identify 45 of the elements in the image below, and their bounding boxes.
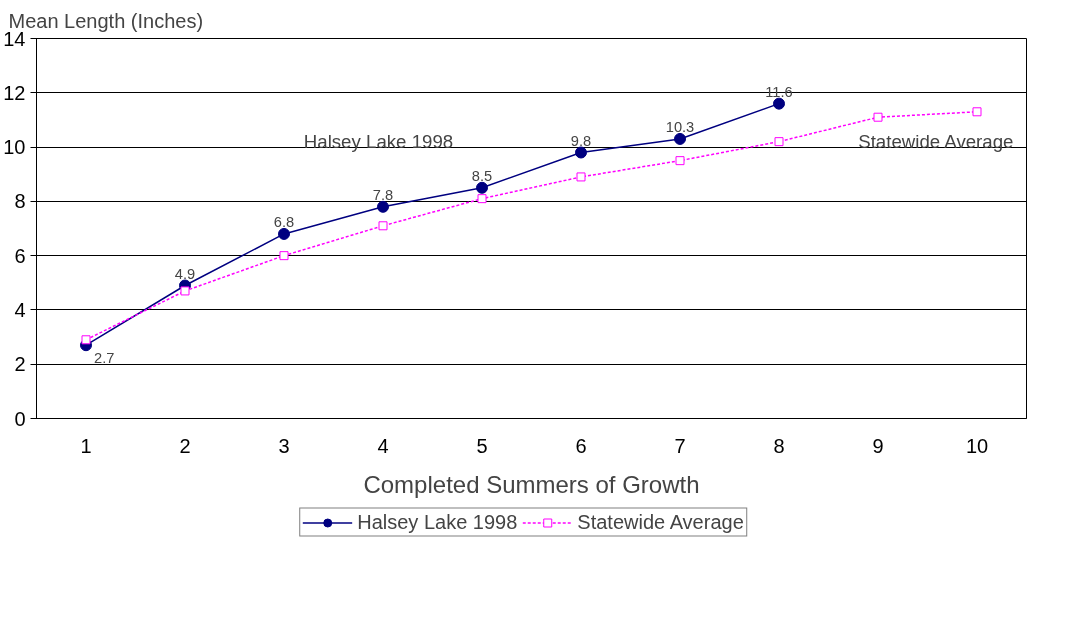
y-tick-label: 0	[14, 407, 26, 430]
point	[377, 200, 389, 213]
y-tick-label: 8	[14, 190, 26, 213]
x-tick-label: 7	[674, 434, 686, 457]
point	[279, 251, 289, 261]
x-tick-label: 4	[377, 434, 389, 457]
legend-label: Halsey Lake 1998	[357, 510, 518, 534]
y-tick-label: 10	[3, 136, 26, 159]
point	[278, 227, 290, 240]
point	[774, 137, 784, 147]
y-tick-label: 4	[14, 298, 26, 321]
data-label: 2.7	[94, 350, 115, 367]
data-label: 7.8	[372, 186, 394, 203]
y-tick-label: 6	[14, 244, 26, 267]
x-tick-label: 2	[179, 434, 191, 457]
data-label: 6.8	[273, 213, 295, 230]
x-tick-label: 9	[872, 434, 884, 457]
x-tick-label: 8	[773, 434, 785, 457]
point	[81, 335, 91, 345]
x-tick-label: 6	[575, 434, 587, 457]
text: Halsey Lake 1998	[303, 130, 454, 152]
text: Statewide Average	[858, 130, 1014, 152]
point	[575, 146, 587, 159]
data-label: 8.5	[471, 167, 493, 184]
point	[675, 156, 685, 166]
point	[476, 181, 488, 194]
point	[972, 107, 982, 117]
x-tick-label: 1	[80, 434, 92, 457]
x-axis-title: Completed Summers of Growth	[363, 470, 700, 498]
legend-label: Statewide Average	[577, 510, 744, 534]
data-label: 10.3	[665, 118, 695, 135]
x-tick-label: 3	[278, 434, 290, 457]
y-tick-label: 12	[3, 81, 26, 104]
x-tick-label: 10	[965, 434, 989, 457]
point	[773, 97, 785, 110]
y-tick-label: 2	[14, 353, 26, 376]
point	[576, 172, 586, 182]
point	[378, 221, 388, 231]
point	[873, 112, 883, 122]
data-label: 9.8	[570, 132, 592, 149]
data-label: 4.9	[174, 265, 196, 282]
point	[477, 194, 487, 204]
x-tick-label: 5	[476, 434, 488, 457]
point	[674, 132, 686, 145]
point	[180, 286, 190, 296]
